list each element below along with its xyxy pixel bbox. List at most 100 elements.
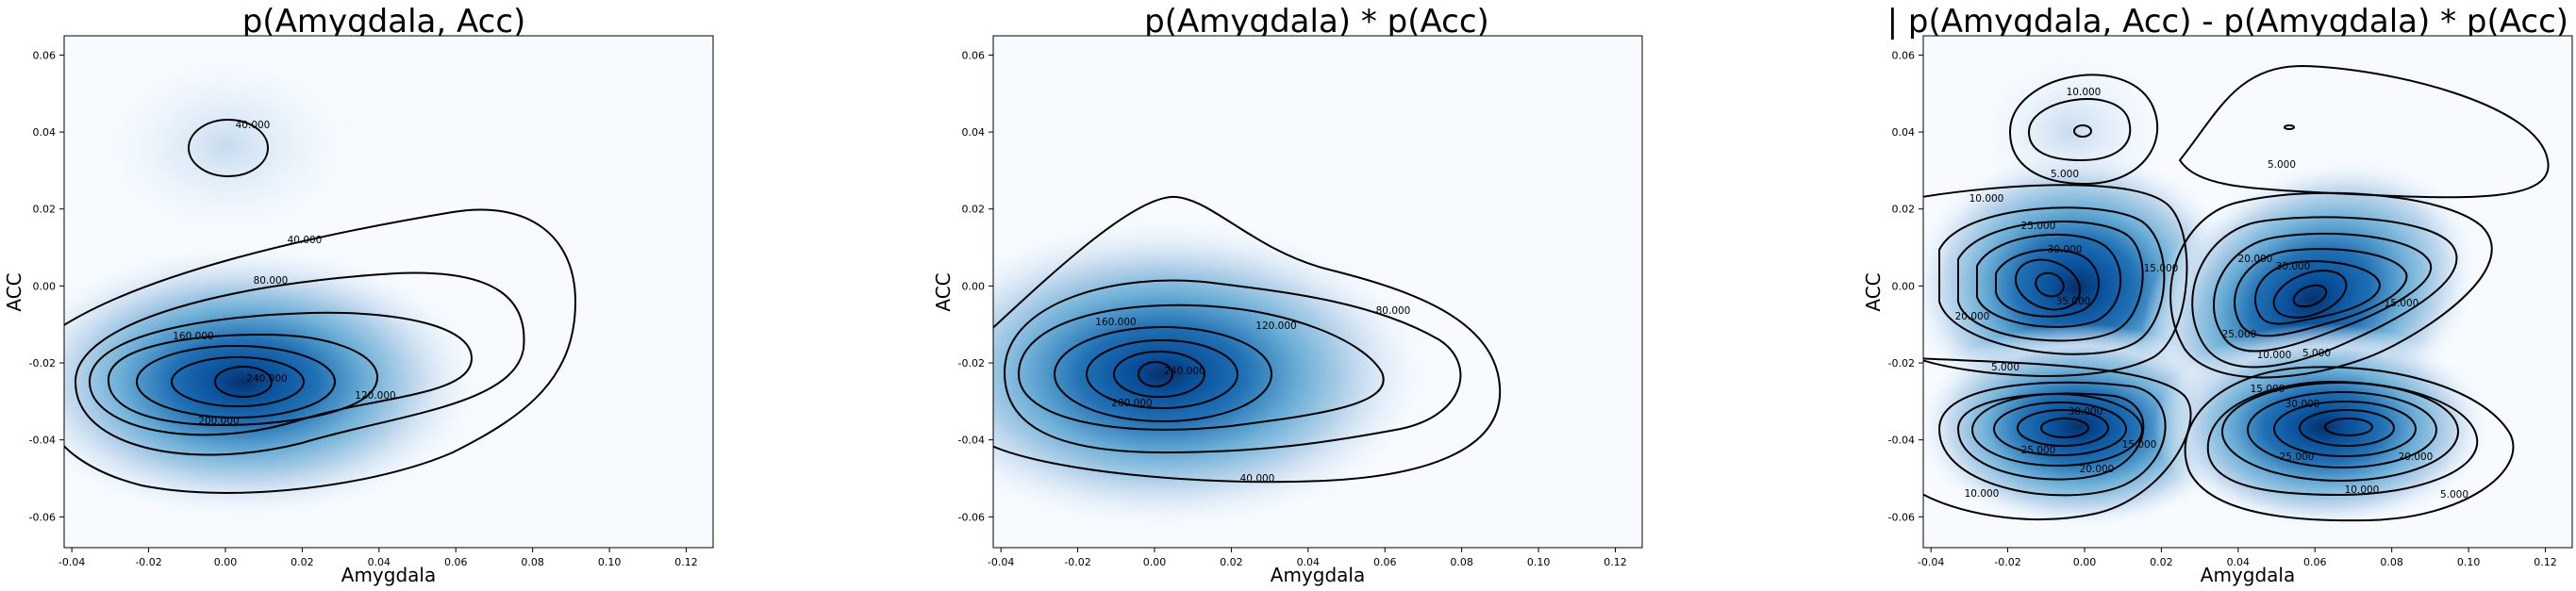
chart-joint-density: p(Amygdala, Acc) 40.000 40.000 80.000: [3, 3, 714, 586]
contour-label: 5.000: [2302, 348, 2331, 359]
contour-label: 35.000: [2056, 296, 2091, 307]
x-tick-label: 0.04: [2227, 556, 2251, 568]
contour-labels: 10.000 5.000 5.000 10.000 25.000 30.000 …: [1955, 87, 2468, 501]
density-field: [993, 36, 1642, 548]
x-tick-label: 0.06: [444, 556, 468, 568]
x-tick-label: -0.02: [1994, 556, 2020, 568]
x-tick-label: 0.12: [2534, 556, 2557, 568]
y-tick-label: 0.02: [962, 204, 986, 216]
contour-label: 15.000: [2385, 298, 2419, 309]
axis-ticks: -0.04 -0.02 0.00 0.02 0.04 0.06 0.08 0.10 0.12 0.…: [958, 49, 1627, 568]
contour-labels: 40.000 80.000 120.000 160.000 200.000 24…: [1095, 305, 1410, 484]
contour-line: [993, 195, 1502, 484]
contour-line: [2040, 418, 2089, 438]
contour-label: 10.000: [1969, 193, 2004, 205]
contour-line: [136, 345, 336, 419]
contour-label: 25.000: [2021, 221, 2056, 232]
contour-line: [107, 333, 379, 426]
y-tick-label: 0.06: [1892, 49, 1916, 61]
x-tick-label: 0.04: [368, 556, 391, 568]
contour-label: 15.000: [2251, 384, 2285, 395]
contour-label: 40.000: [1240, 473, 1275, 484]
contour-line: [1113, 351, 1205, 398]
density-field: [1923, 36, 2572, 548]
x-tick-label: 0.12: [1604, 556, 1627, 568]
plot-frame: [1922, 35, 2573, 549]
x-axis-label: Amygdala: [1271, 564, 1365, 586]
contour-label: 25.000: [2021, 445, 2056, 456]
contour-label: 80.000: [1376, 305, 1411, 317]
contour-line: [1956, 392, 2145, 481]
x-tick-label: -0.04: [988, 556, 1014, 568]
contour-line: [188, 119, 269, 177]
y-tick-label: 0.04: [962, 126, 986, 139]
contour-line: [2008, 74, 2159, 186]
contour-label: 10.000: [2345, 484, 2380, 496]
contour-line: [1971, 393, 2143, 467]
contour-label: 30.000: [2276, 261, 2311, 272]
contour-label: 5.000: [2268, 159, 2296, 171]
x-tick-label: 0.08: [521, 556, 544, 568]
y-tick-label: 0.02: [1892, 204, 1916, 216]
contour-line: [2272, 270, 2348, 319]
y-tick-label: 0.02: [33, 204, 57, 216]
contour-line: [2184, 366, 2515, 522]
contour-label: 5.000: [2051, 169, 2079, 180]
contour-line: [1017, 304, 1385, 431]
x-tick-label: 0.02: [1220, 556, 1243, 568]
y-tick-label: -0.04: [1888, 435, 1915, 447]
y-tick-label: 0.06: [33, 49, 57, 61]
y-tick-label: -0.02: [29, 357, 56, 369]
x-tick-label: 0.08: [2380, 556, 2403, 568]
contour-line: [2178, 64, 2550, 199]
contour-line: [2324, 418, 2373, 436]
x-tick-label: -0.04: [1918, 556, 1944, 568]
y-tick-label: -0.06: [958, 511, 985, 523]
x-tick-label: 0.06: [2303, 556, 2327, 568]
contour-label: 30.000: [2069, 406, 2103, 418]
contour-label: 5.000: [1991, 362, 2019, 373]
contour-label: 120.000: [355, 390, 395, 402]
contour-line: [1976, 233, 2122, 328]
x-tick-label: 0.00: [214, 556, 238, 568]
y-tick-label: -0.02: [958, 357, 985, 369]
x-tick-label: -0.04: [58, 556, 85, 568]
y-axis-label: ACC: [3, 272, 25, 311]
contour-line: [2221, 382, 2459, 482]
contour-line: [1138, 361, 1173, 387]
contour-label: 240.000: [246, 373, 287, 385]
y-tick-label: -0.06: [1888, 511, 1915, 523]
contour-line: [2035, 271, 2065, 298]
contour-line: [2015, 258, 2081, 311]
contour-label: 80.000: [254, 275, 289, 287]
y-tick-label: 0.00: [962, 280, 986, 292]
x-tick-label: 0.00: [1143, 556, 1167, 568]
contour-label: 5.000: [2440, 489, 2468, 501]
density-field: [64, 36, 713, 548]
x-tick-label: 0.10: [598, 556, 622, 568]
contour-line: [2292, 284, 2328, 308]
contour-line: [2234, 248, 2408, 337]
x-tick-label: 0.08: [1450, 556, 1473, 568]
y-tick-label: 0.00: [33, 280, 57, 292]
y-tick-label: 0.04: [33, 126, 57, 139]
contour-label: 20.000: [2238, 254, 2273, 265]
chart-title: | p(Amygdala, Acc) - p(Amygdala) * p(Acc…: [1887, 3, 2576, 41]
contour-line: [214, 366, 273, 398]
x-tick-label: 0.02: [2150, 556, 2173, 568]
contour-line: [171, 356, 305, 407]
contour-line: [2273, 401, 2417, 457]
contour-label: 20.000: [1955, 311, 1990, 322]
contour-line: [88, 311, 474, 436]
chart-title: p(Amygdala) * p(Acc): [1144, 3, 1489, 41]
contour-line: [2213, 232, 2433, 353]
contour-line: [2284, 124, 2295, 130]
y-tick-label: -0.02: [1888, 357, 1915, 369]
x-tick-label: 0.10: [1527, 556, 1551, 568]
contour-label: 10.000: [1965, 488, 2000, 500]
contour-label: 25.000: [2222, 329, 2257, 340]
x-tick-label: 0.00: [2073, 556, 2097, 568]
contour-label: 40.000: [288, 235, 323, 246]
y-tick-label: -0.04: [29, 435, 56, 447]
contour-line: [74, 271, 525, 456]
